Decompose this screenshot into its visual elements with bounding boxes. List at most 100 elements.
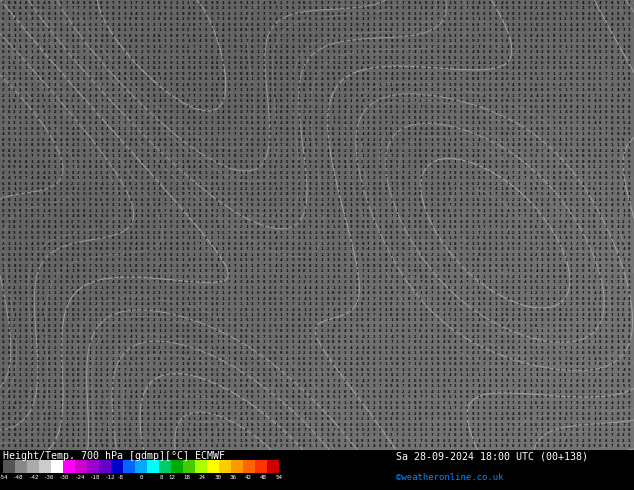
Text: 0: 0 bbox=[60, 154, 62, 158]
Text: 6: 6 bbox=[54, 132, 56, 136]
Text: 2: 2 bbox=[275, 171, 277, 174]
Text: 1: 1 bbox=[425, 45, 427, 49]
Text: 2: 2 bbox=[477, 341, 480, 344]
Text: 5: 5 bbox=[332, 264, 335, 268]
Text: 8: 8 bbox=[321, 379, 323, 383]
Text: 0: 0 bbox=[628, 160, 631, 164]
Text: 4: 4 bbox=[135, 220, 138, 224]
Text: 4: 4 bbox=[622, 296, 624, 300]
Text: 5: 5 bbox=[460, 203, 462, 207]
Text: 7: 7 bbox=[599, 34, 602, 38]
Text: 3: 3 bbox=[477, 406, 480, 410]
Text: 8: 8 bbox=[460, 269, 462, 273]
Text: 4: 4 bbox=[344, 99, 346, 103]
Text: 9: 9 bbox=[8, 160, 10, 164]
Text: 3: 3 bbox=[500, 193, 503, 196]
Text: 4: 4 bbox=[524, 143, 526, 147]
Text: 6: 6 bbox=[396, 269, 399, 273]
Text: 6: 6 bbox=[152, 39, 155, 43]
Text: 9: 9 bbox=[100, 258, 103, 262]
Text: 7: 7 bbox=[413, 439, 416, 443]
Text: 0: 0 bbox=[257, 132, 259, 136]
Text: 3: 3 bbox=[240, 269, 242, 273]
Text: 7: 7 bbox=[437, 72, 439, 76]
Text: 0: 0 bbox=[251, 406, 254, 410]
Text: 4: 4 bbox=[118, 132, 120, 136]
Text: 2: 2 bbox=[141, 434, 143, 438]
Text: 5: 5 bbox=[54, 187, 56, 191]
Text: 3: 3 bbox=[19, 341, 22, 344]
Text: 5: 5 bbox=[448, 187, 451, 191]
Text: 36: 36 bbox=[230, 475, 236, 480]
Text: 5: 5 bbox=[616, 379, 619, 383]
Text: 7: 7 bbox=[553, 209, 555, 213]
Text: 8: 8 bbox=[431, 176, 434, 180]
Text: 7: 7 bbox=[280, 28, 283, 32]
Text: 7: 7 bbox=[576, 1, 578, 5]
Text: 0: 0 bbox=[100, 1, 103, 5]
Text: 2: 2 bbox=[36, 138, 39, 142]
Text: 6: 6 bbox=[460, 67, 462, 71]
Text: 4: 4 bbox=[524, 269, 526, 273]
Text: 3: 3 bbox=[349, 242, 352, 246]
Text: 0: 0 bbox=[408, 296, 410, 300]
Text: 4: 4 bbox=[146, 308, 149, 312]
Text: 0: 0 bbox=[164, 143, 167, 147]
Text: 5: 5 bbox=[483, 329, 486, 333]
Text: 0: 0 bbox=[94, 329, 97, 333]
Text: 9: 9 bbox=[431, 88, 434, 93]
Text: 8: 8 bbox=[286, 215, 288, 219]
Text: 6: 6 bbox=[292, 439, 294, 443]
Text: 3: 3 bbox=[396, 181, 399, 186]
Text: 7: 7 bbox=[373, 296, 375, 300]
Text: 8: 8 bbox=[83, 329, 86, 333]
Text: 1: 1 bbox=[297, 198, 300, 202]
Text: 0: 0 bbox=[611, 99, 613, 103]
Text: 8: 8 bbox=[465, 77, 468, 81]
Text: 9: 9 bbox=[443, 390, 445, 393]
Text: 8: 8 bbox=[373, 116, 375, 120]
Text: 5: 5 bbox=[541, 193, 543, 196]
Text: 2: 2 bbox=[141, 176, 143, 180]
Text: 3: 3 bbox=[391, 329, 392, 333]
Text: 5: 5 bbox=[593, 171, 596, 174]
Text: 8: 8 bbox=[419, 318, 422, 322]
Text: 7: 7 bbox=[408, 341, 410, 344]
Text: 6: 6 bbox=[118, 187, 120, 191]
Text: 1: 1 bbox=[419, 434, 422, 438]
Text: 6: 6 bbox=[65, 390, 68, 393]
Text: 5: 5 bbox=[199, 187, 202, 191]
Text: 7: 7 bbox=[83, 50, 86, 54]
Text: 4: 4 bbox=[228, 1, 230, 5]
Text: 7: 7 bbox=[408, 88, 410, 93]
Text: 9: 9 bbox=[507, 286, 508, 290]
Text: 4: 4 bbox=[152, 99, 155, 103]
Text: 8: 8 bbox=[141, 215, 143, 219]
Text: 0: 0 bbox=[280, 110, 283, 114]
Text: 9: 9 bbox=[593, 12, 596, 16]
Text: 3: 3 bbox=[570, 34, 573, 38]
Text: 7: 7 bbox=[13, 412, 16, 416]
Text: 0: 0 bbox=[216, 264, 219, 268]
Text: 4: 4 bbox=[170, 428, 172, 432]
Text: 1: 1 bbox=[599, 55, 602, 59]
Text: 8: 8 bbox=[158, 138, 161, 142]
Text: 4: 4 bbox=[222, 94, 224, 98]
Text: 3: 3 bbox=[210, 17, 213, 21]
Text: 3: 3 bbox=[13, 121, 16, 125]
Text: 4: 4 bbox=[25, 341, 27, 344]
Text: 3: 3 bbox=[315, 231, 318, 235]
Text: 4: 4 bbox=[124, 148, 126, 153]
Text: 3: 3 bbox=[187, 406, 190, 410]
Text: 4: 4 bbox=[286, 138, 288, 142]
Text: 0: 0 bbox=[518, 160, 521, 164]
Text: 9: 9 bbox=[170, 231, 172, 235]
Text: 4: 4 bbox=[547, 193, 549, 196]
Text: 2: 2 bbox=[472, 45, 474, 49]
Text: 8: 8 bbox=[361, 362, 364, 367]
Text: 2: 2 bbox=[588, 165, 590, 169]
Text: 9: 9 bbox=[391, 55, 392, 59]
Text: 1: 1 bbox=[286, 274, 288, 279]
Text: 6: 6 bbox=[152, 296, 155, 300]
Text: 8: 8 bbox=[228, 116, 230, 120]
